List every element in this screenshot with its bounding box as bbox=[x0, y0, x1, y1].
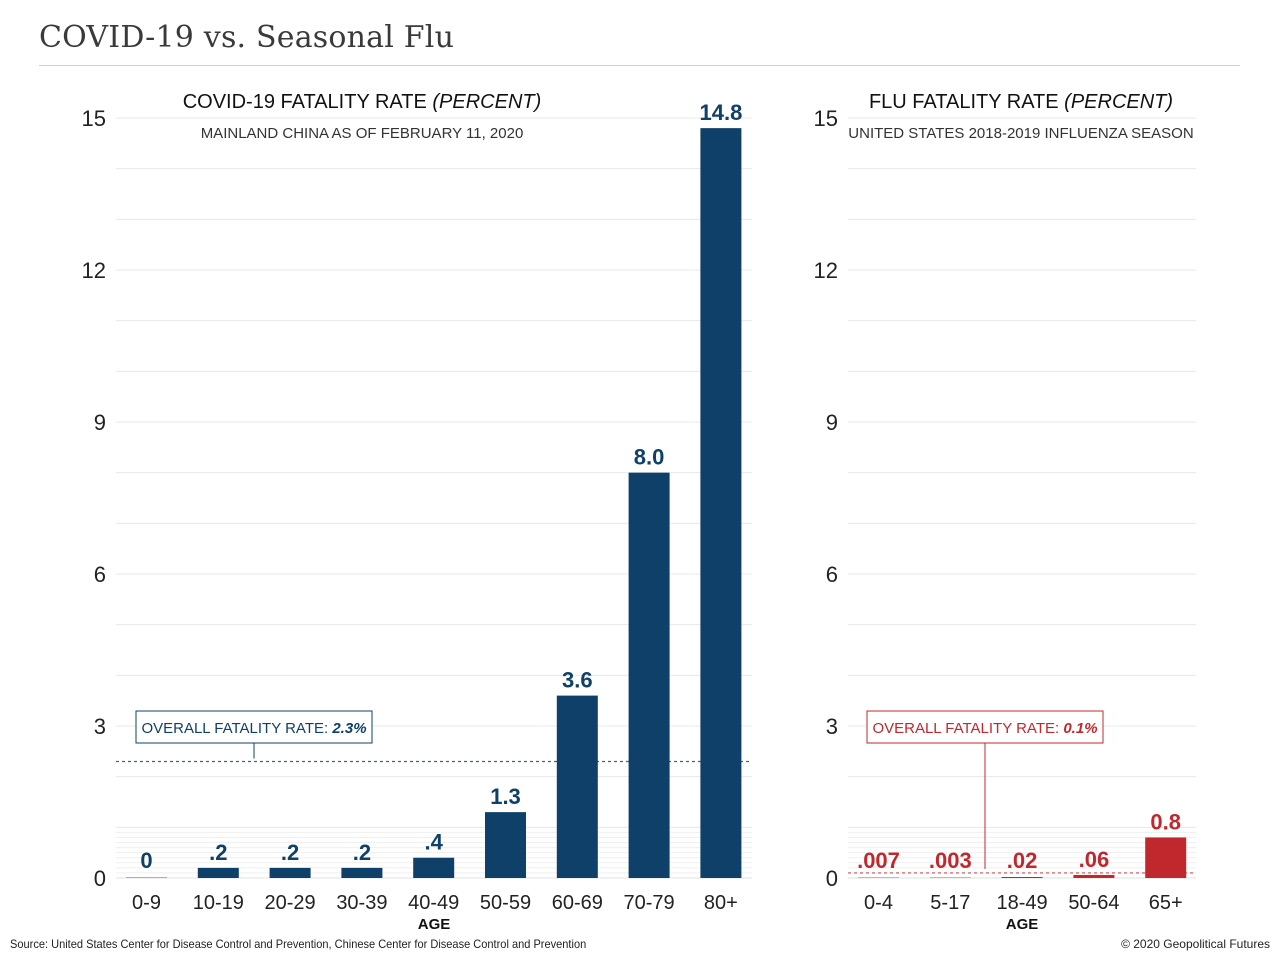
x-tick-label: 5-17 bbox=[930, 892, 970, 914]
copyright: © 2020 Geopolitical Futures bbox=[1121, 937, 1270, 951]
y-tick-label: 3 bbox=[826, 714, 838, 739]
x-tick-label: 18-49 bbox=[997, 892, 1048, 914]
y-tick-label: 15 bbox=[82, 106, 106, 131]
bar-80+ bbox=[700, 128, 742, 879]
bar-10-19 bbox=[197, 867, 239, 878]
y-tick-label: 9 bbox=[826, 410, 838, 435]
x-tick-label: 40-49 bbox=[408, 892, 459, 914]
overall-rate-text: OVERALL FATALITY RATE: bbox=[141, 720, 332, 737]
data-label: 1.3 bbox=[490, 784, 521, 809]
data-label: .2 bbox=[353, 840, 371, 865]
x-tick-label: 0-4 bbox=[864, 892, 893, 914]
y-tick-label: 12 bbox=[82, 258, 106, 283]
data-label: .2 bbox=[281, 840, 299, 865]
source-note: Source: United States Center for Disease… bbox=[10, 937, 587, 951]
overall-rate-value: 2.3% bbox=[331, 720, 366, 737]
bar-5-17 bbox=[929, 877, 971, 878]
y-tick-label: 6 bbox=[826, 562, 838, 587]
data-label: 0.8 bbox=[1150, 809, 1181, 834]
data-label: .06 bbox=[1079, 847, 1110, 872]
overall-rate-value: 0.1% bbox=[1063, 720, 1097, 737]
data-label: .02 bbox=[1007, 848, 1038, 873]
y-tick-label: 12 bbox=[814, 258, 838, 283]
x-tick-label: 70-79 bbox=[624, 892, 675, 914]
overall-rate-label: OVERALL FATALITY RATE: 2.3% bbox=[141, 720, 366, 737]
x-tick-label: 0-9 bbox=[132, 892, 161, 914]
bar-30-39 bbox=[341, 867, 383, 878]
x-axis-label: AGE bbox=[1006, 916, 1039, 933]
data-label: .4 bbox=[425, 830, 444, 855]
overall-rate-text: OVERALL FATALITY RATE: bbox=[872, 720, 1063, 737]
y-tick-label: 15 bbox=[814, 106, 838, 131]
chart-title: FLU FATALITY RATE (PERCENT) bbox=[869, 91, 1173, 113]
bar-60-69 bbox=[556, 695, 598, 878]
bar-20-29 bbox=[269, 867, 311, 878]
flu-chart: 0 3 6 9 12 15 FLU FATALITY RATE (PERCENT) UNITE… bbox=[814, 91, 1196, 933]
y-tick-label: 0 bbox=[826, 866, 838, 891]
y-tick-label: 3 bbox=[94, 714, 106, 739]
covid-chart: 0 3 6 9 12 15 COVID-19 FATALITY RATE (PERCENT)… bbox=[82, 91, 752, 933]
bar-0-9 bbox=[126, 877, 167, 878]
chart-title-main: FLU FATALITY RATE bbox=[869, 91, 1064, 113]
data-label: 0 bbox=[140, 848, 152, 873]
overall-rate-box bbox=[135, 710, 373, 744]
y-tick-label: 9 bbox=[94, 410, 106, 435]
data-label: 3.6 bbox=[562, 668, 593, 693]
chart-title: COVID-19 FATALITY RATE (PERCENT) bbox=[183, 91, 542, 113]
x-axis-label: AGE bbox=[418, 916, 451, 933]
bar-18-49 bbox=[1001, 876, 1043, 878]
overall-rate-box bbox=[866, 710, 1104, 744]
chart-title-main: COVID-19 FATALITY RATE bbox=[183, 91, 433, 113]
data-label: .2 bbox=[209, 840, 227, 865]
x-tick-label: 30-39 bbox=[336, 892, 387, 914]
chart-subtitle: MAINLAND CHINA AS OF FEBRUARY 11, 2020 bbox=[201, 125, 524, 142]
x-tick-label: 50-64 bbox=[1068, 892, 1119, 914]
x-tick-label: 50-59 bbox=[480, 892, 531, 914]
data-label: 14.8 bbox=[699, 100, 742, 125]
bar-0-4 bbox=[858, 877, 899, 878]
bar-50-59 bbox=[485, 812, 526, 878]
bar-40-49 bbox=[413, 857, 455, 878]
x-tick-label: 10-19 bbox=[193, 892, 244, 914]
data-label: .007 bbox=[857, 848, 900, 873]
y-tick-label: 6 bbox=[94, 562, 106, 587]
chart-title-unit: (PERCENT) bbox=[1064, 91, 1173, 113]
data-label: 8.0 bbox=[634, 445, 665, 470]
y-tick-label: 0 bbox=[94, 866, 106, 891]
page-title: COVID-19 vs. Seasonal Flu bbox=[39, 20, 455, 55]
title-divider bbox=[39, 65, 1240, 66]
bar-50-64 bbox=[1073, 874, 1115, 878]
data-label: .003 bbox=[929, 848, 972, 873]
chart-subtitle: UNITED STATES 2018-2019 INFLUENZA SEASON bbox=[848, 125, 1193, 142]
x-tick-label: 80+ bbox=[704, 892, 738, 914]
chart-title-unit: (PERCENT) bbox=[432, 91, 541, 113]
x-tick-label: 60-69 bbox=[552, 892, 603, 914]
overall-rate-label: OVERALL FATALITY RATE: 0.1% bbox=[872, 720, 1097, 737]
x-tick-label: 65+ bbox=[1149, 892, 1183, 914]
bar-65+ bbox=[1145, 837, 1187, 878]
x-tick-label: 20-29 bbox=[265, 892, 316, 914]
bar-70-79 bbox=[628, 472, 670, 878]
